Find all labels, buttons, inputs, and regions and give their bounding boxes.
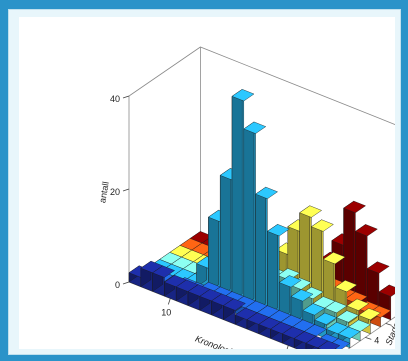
z-tick-label-20: 20 [110, 187, 120, 197]
bar-stage-1-age-8 [140, 260, 164, 292]
bar-stage-3-age-14 [231, 88, 255, 306]
bar-stage-1-age-16 [234, 307, 258, 330]
z-axis-label: antall [97, 181, 111, 204]
bar-stage-7-age-21 [354, 224, 378, 311]
x-tick-10 [167, 298, 171, 305]
bar-stage-1-age-12 [187, 284, 211, 311]
y-tick-4 [365, 337, 372, 340]
bar-stage-1-age-11 [175, 279, 199, 306]
z-tick-0 [122, 281, 130, 285]
z-tick-40 [122, 95, 130, 99]
z-tick-label-0: 0 [115, 280, 120, 290]
bar-stage-3-age-16 [255, 186, 279, 316]
bar-stage-1-age-10 [163, 274, 187, 302]
bar-stage-1-age-22 [305, 335, 329, 349]
x-tick-label-10: 10 [161, 307, 171, 317]
bar-stage-3-age-13 [219, 167, 243, 302]
bar-stage-1-age-20 [281, 326, 305, 349]
x-tick-20 [286, 345, 289, 349]
bar-stage-1-age-15 [222, 298, 246, 325]
bar-stage-1-age-19 [270, 321, 294, 344]
back-wall-edges [128, 46, 395, 125]
bar-stage-3-age-17 [266, 223, 290, 320]
z-tick-label-40: 40 [110, 94, 120, 104]
z-tick-20 [122, 188, 130, 192]
y-axis-label: Stader [383, 317, 395, 346]
bar-stage-3-age-15 [243, 121, 267, 311]
y-tick-label-4: 4 [374, 335, 379, 345]
bar-stage-1-age-9 [152, 265, 176, 297]
bar-stage-1-age-14 [211, 293, 235, 320]
bar-stage-1-age-18 [258, 317, 282, 339]
y-tick-6 [385, 323, 392, 326]
bar-stage-3-age-12 [207, 209, 231, 297]
bar-chart-3d: 02040antall1020Kronologisk Alder246Stade… [97, 46, 395, 349]
bars-group [128, 88, 395, 349]
chart-frame: 02040antall1020Kronologisk Alder246Stade… [8, 9, 401, 355]
bar-stage-3-age-19 [290, 289, 314, 330]
x-axis-label: Kronologisk Alder [194, 334, 264, 349]
bar-stage-1-age-21 [293, 331, 317, 349]
plot-panel: 02040antall1020Kronologisk Alder246Stade… [19, 17, 395, 349]
bar-stage-1-age-23 [317, 340, 341, 349]
bar-stage-1-age-13 [199, 288, 223, 316]
